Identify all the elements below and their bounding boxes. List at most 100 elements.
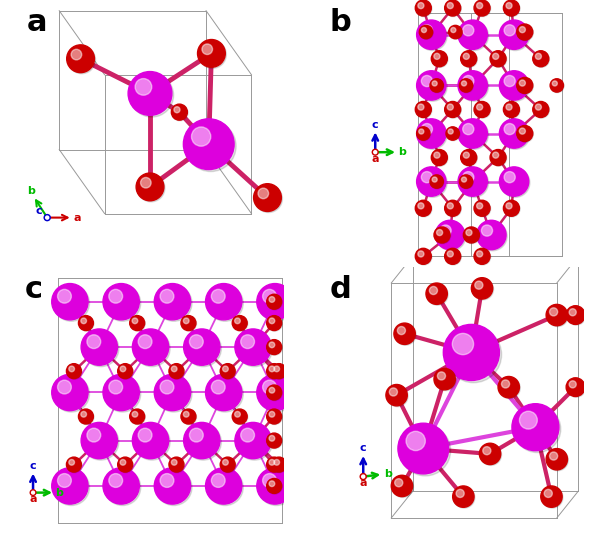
Circle shape	[415, 0, 431, 16]
Circle shape	[421, 27, 427, 33]
Circle shape	[566, 378, 585, 396]
Circle shape	[135, 78, 152, 95]
Circle shape	[427, 284, 448, 305]
Circle shape	[459, 21, 488, 51]
Circle shape	[434, 227, 451, 244]
Circle shape	[130, 409, 145, 424]
Circle shape	[483, 446, 491, 455]
Circle shape	[269, 387, 275, 393]
Circle shape	[449, 26, 463, 40]
Circle shape	[452, 333, 473, 355]
Circle shape	[416, 102, 432, 118]
Circle shape	[416, 70, 446, 100]
Circle shape	[504, 25, 515, 36]
Circle shape	[546, 304, 568, 326]
Circle shape	[552, 81, 557, 86]
Circle shape	[447, 3, 454, 9]
Circle shape	[394, 323, 415, 344]
Circle shape	[103, 374, 139, 411]
Circle shape	[233, 316, 248, 331]
Circle shape	[132, 411, 138, 417]
Circle shape	[185, 121, 236, 171]
Circle shape	[506, 104, 512, 110]
Circle shape	[550, 308, 557, 316]
Circle shape	[271, 457, 286, 472]
Circle shape	[415, 248, 431, 264]
Circle shape	[416, 1, 432, 17]
Circle shape	[506, 3, 512, 9]
Circle shape	[190, 335, 203, 349]
Circle shape	[452, 486, 474, 507]
Circle shape	[266, 409, 281, 424]
Circle shape	[32, 491, 34, 494]
Circle shape	[445, 200, 461, 216]
Circle shape	[447, 251, 454, 257]
Circle shape	[269, 296, 275, 302]
Circle shape	[504, 102, 520, 118]
Circle shape	[257, 374, 293, 411]
Circle shape	[395, 324, 416, 345]
Circle shape	[517, 78, 533, 94]
Circle shape	[418, 251, 424, 257]
Circle shape	[104, 376, 141, 412]
Text: a: a	[371, 154, 379, 163]
Circle shape	[266, 340, 281, 355]
Circle shape	[499, 167, 529, 197]
Circle shape	[445, 201, 461, 217]
Circle shape	[52, 374, 88, 411]
Circle shape	[207, 376, 244, 412]
Circle shape	[419, 129, 424, 134]
Circle shape	[130, 410, 145, 425]
Circle shape	[269, 318, 275, 324]
Circle shape	[446, 127, 460, 140]
Circle shape	[432, 177, 437, 182]
Circle shape	[463, 75, 474, 87]
Circle shape	[71, 49, 82, 60]
Circle shape	[184, 329, 220, 365]
Circle shape	[400, 425, 451, 476]
Circle shape	[418, 21, 447, 51]
Circle shape	[269, 459, 275, 465]
Circle shape	[79, 316, 94, 331]
Circle shape	[440, 225, 451, 236]
Circle shape	[120, 366, 126, 372]
Circle shape	[67, 458, 82, 473]
Circle shape	[541, 486, 562, 507]
Circle shape	[475, 249, 491, 265]
Circle shape	[53, 285, 89, 321]
Text: a: a	[29, 494, 37, 504]
Circle shape	[267, 340, 282, 355]
Circle shape	[172, 459, 177, 465]
Circle shape	[475, 201, 491, 217]
Circle shape	[445, 248, 461, 264]
Circle shape	[499, 119, 529, 148]
Circle shape	[421, 123, 433, 135]
Circle shape	[81, 318, 86, 324]
Circle shape	[415, 200, 431, 216]
Circle shape	[460, 79, 473, 93]
Circle shape	[103, 468, 139, 504]
Circle shape	[430, 286, 437, 295]
Circle shape	[430, 175, 443, 189]
Circle shape	[190, 428, 203, 442]
Circle shape	[81, 329, 118, 365]
Circle shape	[79, 316, 94, 331]
Circle shape	[458, 119, 487, 148]
Circle shape	[386, 384, 407, 406]
Circle shape	[206, 468, 242, 504]
Circle shape	[181, 409, 196, 424]
Circle shape	[136, 173, 164, 201]
Circle shape	[502, 380, 509, 388]
Circle shape	[547, 305, 568, 327]
Circle shape	[133, 422, 169, 459]
Circle shape	[202, 44, 212, 54]
Circle shape	[517, 24, 533, 40]
Circle shape	[362, 475, 365, 478]
Circle shape	[500, 72, 530, 101]
Circle shape	[104, 469, 141, 506]
Circle shape	[389, 388, 397, 396]
Circle shape	[266, 294, 281, 309]
Circle shape	[459, 72, 488, 101]
Circle shape	[446, 327, 502, 383]
Circle shape	[416, 127, 430, 140]
